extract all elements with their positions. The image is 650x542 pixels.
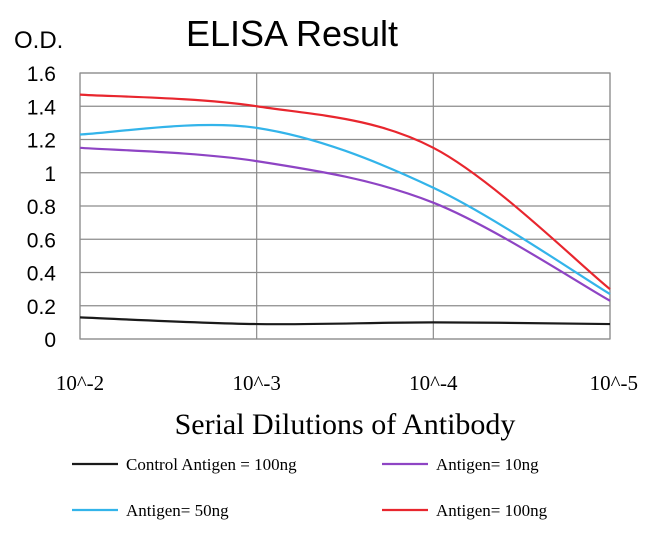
grid-lines: [79, 72, 611, 340]
y-tick-labels: 0 0.2 0.4 0.6 0.8 1 1.2 1.4 1.6: [27, 63, 57, 352]
y-axis-label: O.D.: [14, 27, 63, 54]
x-tick-label: 10^-3: [232, 371, 280, 395]
y-tick-label: 1.4: [27, 96, 57, 119]
y-tick-label: 1.6: [27, 63, 56, 86]
y-tick-label: 1.2: [27, 130, 56, 153]
legend-label: Antigen= 10ng: [436, 455, 539, 474]
y-tick-label: 0.6: [27, 229, 56, 252]
series-line-0: [79, 316, 611, 326]
x-tick-label: 10^-5: [590, 371, 638, 395]
x-tick-label: 10^-4: [409, 371, 458, 395]
chart-title: ELISA Result: [186, 13, 398, 54]
y-tick-label: 0.8: [27, 196, 56, 219]
series-line-3: [79, 93, 611, 290]
x-axis-label: Serial Dilutions of Antibody: [175, 408, 516, 441]
plot-area-border: [79, 72, 611, 340]
legend-label: Antigen= 100ng: [436, 501, 548, 520]
legend-label: Antigen= 50ng: [126, 501, 229, 520]
y-tick-label: 0: [44, 329, 56, 352]
y-tick-label: 0.2: [27, 296, 56, 319]
legend-label: Control Antigen = 100ng: [126, 455, 297, 474]
y-tick-label: 0.4: [27, 263, 57, 286]
series-line-1: [79, 146, 611, 302]
legend: Control Antigen = 100ng Antigen= 10ng Anti…: [72, 455, 548, 520]
series-lines: [79, 93, 611, 326]
x-tick-label: 10^-2: [56, 371, 104, 395]
x-tick-labels: 10^-2 10^-3 10^-4 10^-5: [56, 371, 638, 395]
series-line-2: [79, 123, 611, 296]
y-tick-label: 1: [44, 163, 56, 186]
